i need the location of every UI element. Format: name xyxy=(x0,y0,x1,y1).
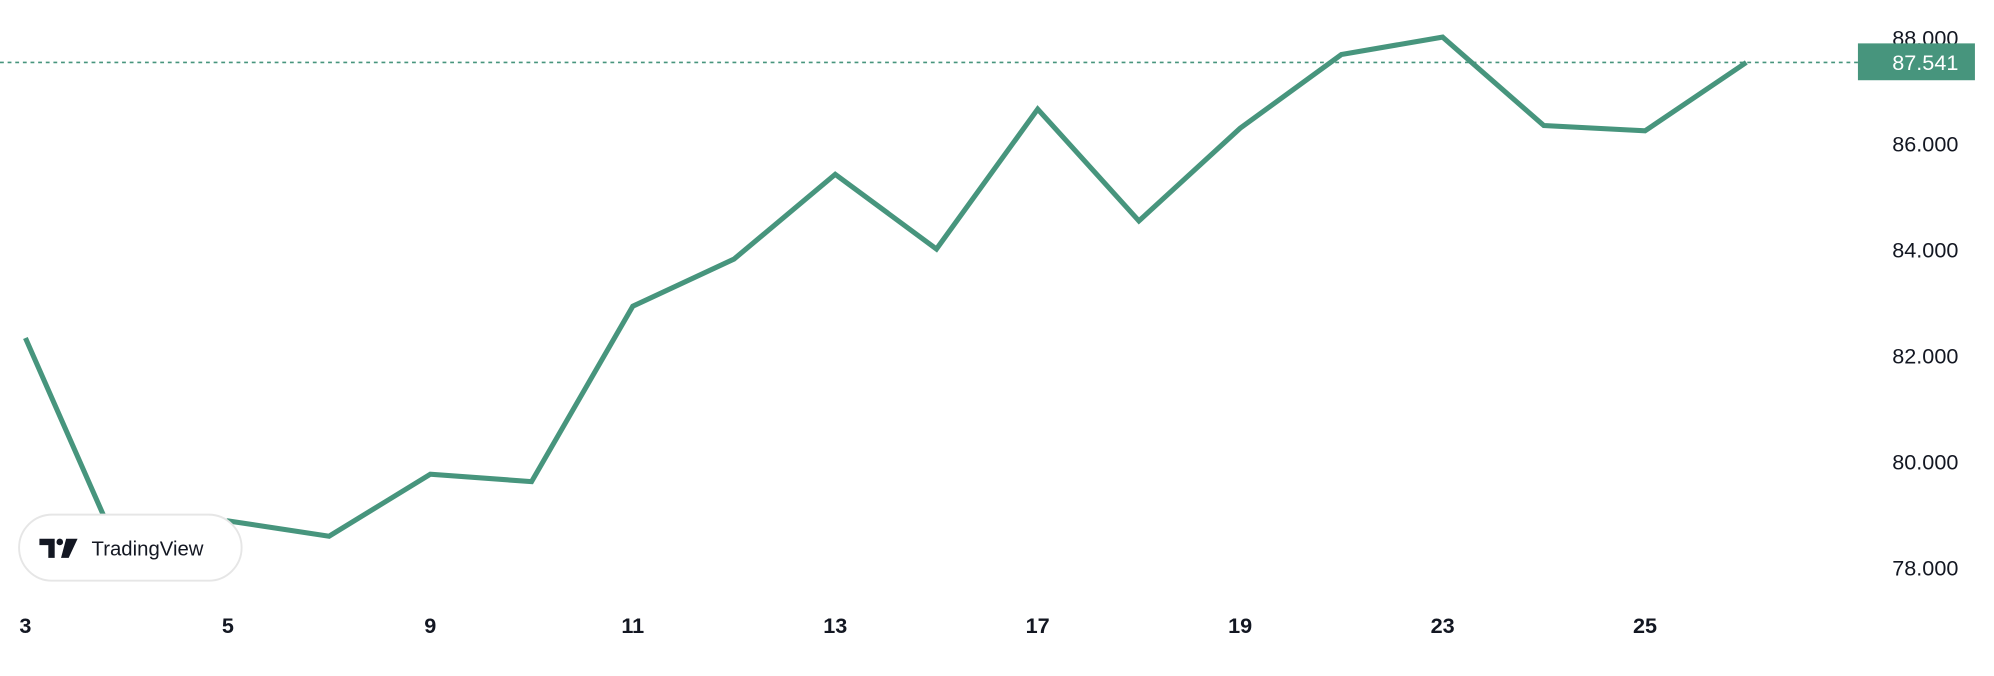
x-tick-label: 19 xyxy=(1228,613,1252,638)
x-tick-label: 25 xyxy=(1633,613,1657,638)
tradingview-logo-icon xyxy=(39,538,78,558)
x-axis[interactable]: 3 5 9 11 13 17 19 23 25 xyxy=(19,613,1657,638)
x-tick-label: 9 xyxy=(424,613,436,638)
y-tick-label: 78.000 xyxy=(1892,556,1958,581)
y-tick-label: 84.000 xyxy=(1892,238,1958,263)
tradingview-logo[interactable]: TradingView xyxy=(18,513,243,582)
x-tick-label: 5 xyxy=(222,613,234,638)
y-axis[interactable]: 88.00086.00084.00082.00080.00078.00087.5… xyxy=(1857,26,1975,581)
x-tick-label: 17 xyxy=(1026,613,1050,638)
tradingview-logo-text: TradingView xyxy=(92,538,204,560)
last-value-badge xyxy=(1857,43,1975,81)
y-tick-label: 86.000 xyxy=(1892,132,1958,157)
series-line xyxy=(23,34,1748,572)
last-value-label: 87.541 xyxy=(1892,50,1958,75)
x-tick-label: 13 xyxy=(823,613,847,638)
x-tick-label: 11 xyxy=(621,613,644,638)
y-tick-label: 82.000 xyxy=(1892,344,1958,369)
chart-marks xyxy=(0,34,1858,572)
y-tick-label: 80.000 xyxy=(1892,450,1958,475)
x-tick-label: 3 xyxy=(19,613,31,638)
x-tick-label: 23 xyxy=(1431,613,1455,638)
